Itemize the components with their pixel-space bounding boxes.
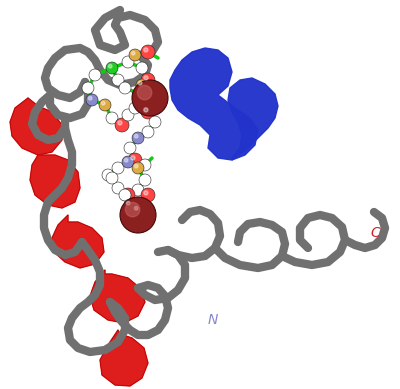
Circle shape <box>144 108 148 112</box>
Circle shape <box>132 204 144 216</box>
Circle shape <box>121 188 135 202</box>
Circle shape <box>132 80 168 116</box>
Circle shape <box>124 199 136 211</box>
Polygon shape <box>100 330 148 386</box>
Circle shape <box>136 79 148 91</box>
Circle shape <box>132 184 144 196</box>
Text: C: C <box>370 226 380 240</box>
Polygon shape <box>10 98 62 155</box>
Circle shape <box>108 65 112 68</box>
Circle shape <box>138 81 142 85</box>
Circle shape <box>122 156 134 168</box>
Circle shape <box>128 153 142 167</box>
Circle shape <box>134 207 138 210</box>
Circle shape <box>124 191 128 195</box>
Circle shape <box>89 69 101 81</box>
Circle shape <box>132 132 144 144</box>
Circle shape <box>141 188 155 202</box>
Circle shape <box>112 182 124 194</box>
Circle shape <box>106 172 118 184</box>
Circle shape <box>126 202 140 217</box>
Circle shape <box>134 165 138 168</box>
Circle shape <box>82 82 94 94</box>
Circle shape <box>102 169 114 181</box>
Circle shape <box>88 96 92 100</box>
Polygon shape <box>90 270 145 323</box>
Circle shape <box>119 189 131 201</box>
Circle shape <box>131 156 135 160</box>
Circle shape <box>131 51 135 55</box>
Circle shape <box>112 74 124 86</box>
Circle shape <box>138 86 152 100</box>
Circle shape <box>141 45 155 59</box>
Circle shape <box>142 126 154 138</box>
Circle shape <box>119 82 131 94</box>
Circle shape <box>106 62 118 74</box>
Circle shape <box>120 197 156 233</box>
Circle shape <box>134 135 138 138</box>
Circle shape <box>124 158 128 162</box>
Circle shape <box>124 142 136 154</box>
Polygon shape <box>52 215 104 268</box>
Polygon shape <box>30 155 80 208</box>
Circle shape <box>149 116 161 128</box>
Circle shape <box>118 121 122 125</box>
Circle shape <box>141 105 155 119</box>
Circle shape <box>122 56 134 68</box>
Circle shape <box>115 118 129 132</box>
Circle shape <box>139 159 151 171</box>
Circle shape <box>106 112 118 124</box>
Circle shape <box>141 73 155 87</box>
Polygon shape <box>170 48 258 160</box>
Circle shape <box>139 174 151 186</box>
Circle shape <box>112 162 124 174</box>
Circle shape <box>136 62 148 74</box>
Circle shape <box>144 48 148 52</box>
Circle shape <box>126 202 130 205</box>
Circle shape <box>102 102 105 105</box>
Circle shape <box>122 109 134 121</box>
Circle shape <box>99 99 111 111</box>
Polygon shape <box>228 78 278 160</box>
Circle shape <box>129 102 141 114</box>
Circle shape <box>132 162 144 174</box>
Circle shape <box>139 199 151 211</box>
Circle shape <box>144 76 148 80</box>
Circle shape <box>86 94 98 106</box>
Circle shape <box>129 49 141 61</box>
Circle shape <box>144 191 148 195</box>
Text: N: N <box>208 313 218 327</box>
